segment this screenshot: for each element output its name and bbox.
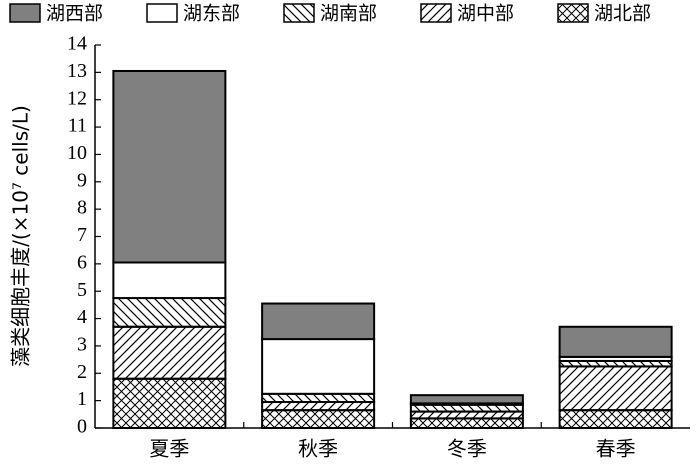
- legend-label: 湖东部: [183, 3, 240, 25]
- bar-segment: [409, 410, 524, 420]
- bar-segment: [409, 403, 524, 413]
- bar-segment: [558, 409, 673, 430]
- legend-label: 湖西部: [46, 3, 103, 25]
- bar-segment: [409, 394, 524, 405]
- x-tick-label: 秋季: [298, 437, 338, 461]
- legend-swatch: [146, 3, 178, 23]
- y-axis-label: 藻类细胞丰度/(×10⁷ cells/L): [9, 105, 33, 367]
- bar-segment: [261, 392, 376, 404]
- x-tick-label: 夏季: [149, 437, 189, 461]
- bar-segment: [112, 377, 227, 429]
- y-tick-label: 12: [67, 87, 87, 109]
- bar-segment: [112, 325, 227, 380]
- y-tick-label: 3: [77, 334, 87, 356]
- legend-label: 湖中部: [457, 3, 514, 25]
- legend-label: 湖北部: [594, 3, 651, 25]
- y-tick-label: 9: [77, 169, 87, 191]
- y-tick-label: 4: [77, 306, 87, 328]
- legend-swatch: [9, 3, 41, 23]
- bar-segment: [112, 297, 227, 328]
- bar-segment: [409, 417, 524, 429]
- y-tick-label: 8: [77, 197, 87, 219]
- bar-segment: [261, 338, 376, 395]
- bar-segment: [261, 409, 376, 430]
- bar-segment: [112, 261, 227, 300]
- y-tick-label: 6: [77, 251, 87, 273]
- y-tick-label: 7: [77, 224, 87, 246]
- y-tick-label: 1: [77, 388, 87, 410]
- y-tick-label: 14: [67, 33, 87, 55]
- y-tick-label: 0: [77, 416, 87, 438]
- legend-swatch: [420, 3, 452, 23]
- y-tick-label: 5: [77, 279, 87, 301]
- legend-label: 湖南部: [320, 3, 377, 25]
- y-tick-label: 10: [67, 142, 87, 164]
- bar-segment: [558, 365, 673, 412]
- x-tick-label: 冬季: [447, 437, 487, 461]
- y-tick-label: 2: [77, 361, 87, 383]
- y-tick-label: 11: [68, 115, 87, 137]
- bar-segment: [261, 401, 376, 412]
- bar-segment: [112, 69, 227, 264]
- legend-swatch: [283, 3, 315, 23]
- x-tick-label: 春季: [596, 437, 636, 461]
- bar-segment: [261, 302, 376, 341]
- bar-segment: [558, 325, 673, 358]
- legend-swatch: [557, 3, 589, 23]
- y-tick-label: 13: [67, 60, 87, 82]
